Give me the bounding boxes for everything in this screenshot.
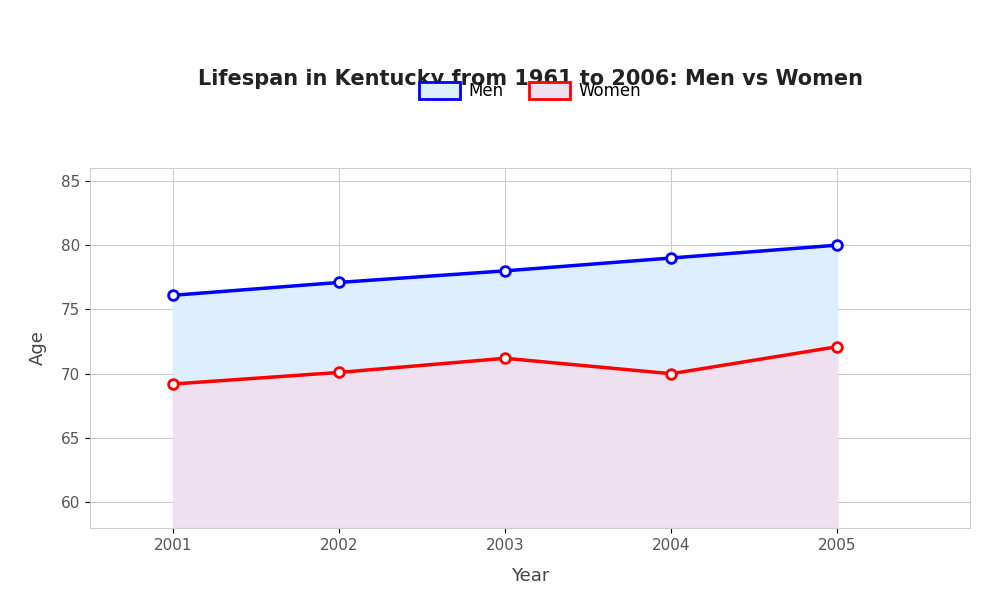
Line: Women: Women	[168, 342, 842, 389]
Legend: Men, Women: Men, Women	[412, 76, 648, 107]
Women	[665, 370, 677, 377]
X-axis label: Year: Year	[511, 566, 549, 584]
Women	[333, 369, 345, 376]
Men	[831, 242, 843, 249]
Title: Lifespan in Kentucky from 1961 to 2006: Men vs Women: Lifespan in Kentucky from 1961 to 2006: …	[198, 68, 862, 89]
Men	[665, 254, 677, 262]
Men	[499, 267, 511, 274]
Men	[167, 292, 179, 299]
Y-axis label: Age: Age	[29, 331, 47, 365]
Women	[831, 343, 843, 350]
Line: Men: Men	[168, 240, 842, 300]
Women	[167, 380, 179, 388]
Men	[333, 279, 345, 286]
Women	[499, 355, 511, 362]
